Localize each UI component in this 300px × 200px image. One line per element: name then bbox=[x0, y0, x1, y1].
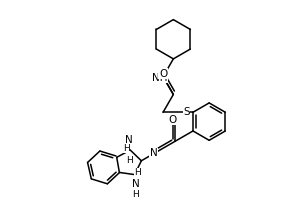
Text: S: S bbox=[183, 107, 190, 117]
Text: O: O bbox=[159, 69, 167, 79]
Text: N: N bbox=[132, 179, 140, 189]
Text: H: H bbox=[123, 144, 130, 153]
Text: H: H bbox=[132, 179, 139, 199]
Text: N: N bbox=[125, 135, 133, 145]
Text: H: H bbox=[126, 145, 133, 165]
Text: O: O bbox=[168, 115, 176, 125]
Text: H: H bbox=[134, 168, 141, 177]
Text: NH: NH bbox=[152, 73, 167, 83]
Text: N: N bbox=[150, 148, 158, 158]
